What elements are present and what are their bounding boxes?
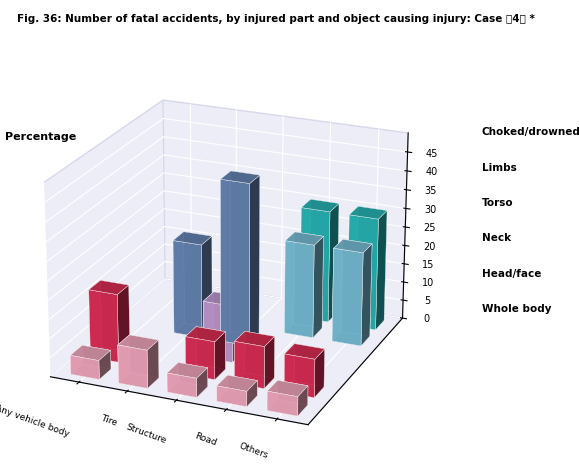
Text: Percentage: Percentage [5, 132, 76, 142]
Text: Head/face: Head/face [482, 268, 541, 279]
Text: Torso: Torso [482, 198, 514, 208]
Text: Whole body: Whole body [482, 304, 551, 314]
Text: Limbs: Limbs [482, 162, 516, 173]
Text: Choked/drowned: Choked/drowned [482, 127, 579, 138]
Text: Fig. 36: Number of fatal accidents, by injured part and object causing injury: C: Fig. 36: Number of fatal accidents, by i… [17, 14, 535, 24]
Text: Neck: Neck [482, 233, 511, 244]
